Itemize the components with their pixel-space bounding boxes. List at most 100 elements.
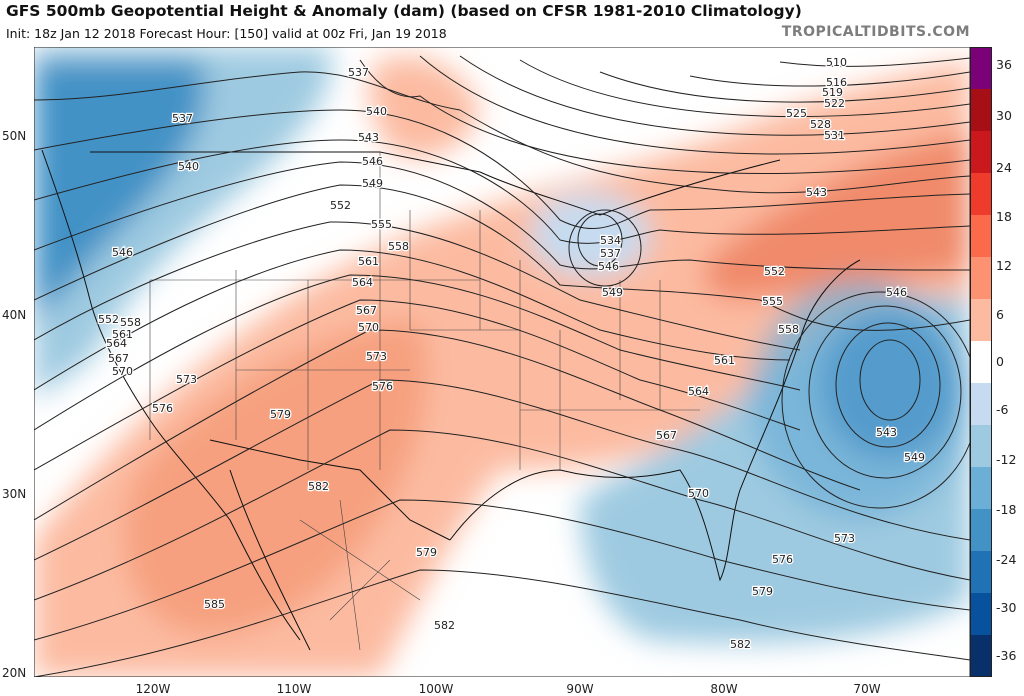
contour-label: 552	[764, 265, 785, 278]
contour-label: 549	[362, 177, 383, 190]
lat-label-50n: 50N	[2, 129, 27, 143]
cool-anomaly-west-core	[34, 60, 206, 320]
contour-label: 585	[204, 598, 225, 611]
anomaly-colorbar	[970, 47, 992, 677]
contour-label: 537	[600, 247, 621, 260]
contour-label: 567	[356, 304, 377, 317]
contour-label: 546	[362, 155, 383, 168]
contour-label: 573	[176, 373, 197, 386]
brand-watermark: TROPICALTIDBITS.COM	[781, 24, 970, 40]
colorbar-tick-label: 18	[996, 209, 1012, 224]
contour-label: 561	[714, 354, 735, 367]
contour-label: 555	[762, 295, 783, 308]
cool-anomaly-lakes	[530, 193, 650, 277]
contour-label: 564	[352, 276, 373, 289]
colorbar-tick-label: 12	[996, 258, 1012, 273]
colorbar-swatch	[970, 509, 992, 552]
colorbar-tick-label: 30	[996, 108, 1012, 123]
contour-label: 564	[106, 337, 127, 350]
contour-label: 543	[358, 131, 379, 144]
canada-us-border	[90, 151, 781, 216]
contour-label: 525	[786, 107, 807, 120]
contour-label: 531	[824, 129, 845, 142]
colorbar-swatch	[970, 215, 992, 258]
mexico-us-border	[209, 439, 451, 541]
height-contours	[34, 55, 970, 677]
contour-label: 516	[826, 76, 847, 89]
lon-label-100w: 100W	[418, 682, 454, 696]
contour-label: 558	[778, 323, 799, 336]
contour-label: 528	[810, 118, 831, 131]
lon-label-70w: 70W	[853, 682, 881, 696]
contour-label: 546	[886, 286, 907, 299]
contour-label: 579	[270, 408, 291, 421]
contour-label: 561	[112, 328, 133, 341]
warm-anomaly-north	[369, 56, 480, 158]
contour-labels: 5105165195225255285315345375375375405405…	[97, 55, 927, 653]
contour-label: 537	[348, 66, 369, 79]
warm-anomaly-core-ne	[702, 130, 970, 300]
contour-label: 510	[826, 56, 847, 69]
contour-label: 558	[388, 240, 409, 253]
colorbar-tick-label: 6	[996, 307, 1004, 322]
contour-label: 519	[822, 86, 843, 99]
contour-label: 576	[372, 380, 393, 393]
contour-label: 573	[834, 532, 855, 545]
contour-label: 567	[108, 352, 129, 365]
height-anomaly-map: 5105165195225255285315345375375375405405…	[34, 47, 970, 677]
contour-label: 564	[688, 385, 709, 398]
colorbar-swatch	[970, 131, 992, 174]
contour-label: 549	[602, 286, 623, 299]
colorbar-swatch	[970, 89, 992, 132]
contour-label: 567	[656, 429, 677, 442]
contour-label: 561	[358, 255, 379, 268]
colorbar-swatch	[970, 299, 992, 342]
contour-label: 549	[904, 451, 925, 464]
colorbar-swatch	[970, 551, 992, 594]
contour-label: 537	[172, 112, 193, 125]
contour-label: 552	[330, 199, 351, 212]
contour-label: 573	[366, 350, 387, 363]
colorbar-swatch	[970, 635, 992, 677]
colorbar-swatch	[970, 383, 992, 426]
contour-label: 576	[772, 553, 793, 566]
lat-label-20n: 20N	[2, 666, 27, 680]
colorbar-tick-label: -30	[996, 600, 1017, 615]
lon-label-120w: 120W	[135, 682, 171, 696]
colorbar-tick-label: -36	[996, 648, 1017, 663]
cool-anomaly-atlantic-mid	[750, 280, 970, 520]
colorbar-border	[970, 47, 992, 677]
warm-anomaly-core-sw	[123, 320, 428, 635]
contour-label: 558	[120, 316, 141, 329]
contour-label: 579	[416, 546, 437, 559]
colorbar-tick-label: -24	[996, 552, 1017, 567]
contour-label: 579	[752, 585, 773, 598]
map-subtitle: Init: 18z Jan 12 2018 Forecast Hour: [15…	[6, 26, 447, 41]
lon-label-90w: 90W	[566, 682, 594, 696]
colorbar-tick-label: -6	[996, 402, 1009, 417]
colorbar-swatch	[970, 257, 992, 300]
contour-label: 522	[824, 97, 845, 110]
contour-label: 546	[112, 246, 133, 259]
lon-label-110w: 110W	[276, 682, 312, 696]
contour-label: 540	[178, 160, 199, 173]
map-title: GFS 500mb Geopotential Height & Anomaly …	[6, 2, 802, 20]
contour-label: 552	[98, 313, 119, 326]
colorbar-tick-label: -12	[996, 452, 1017, 467]
contour-label: 576	[152, 402, 173, 415]
lat-label-30n: 30N	[2, 487, 27, 501]
colorbar-tick-label: 0	[996, 354, 1004, 369]
colorbar-tick-label: 36	[996, 57, 1012, 72]
colorbar-swatch	[970, 341, 992, 384]
state-lines	[149, 152, 700, 470]
contour-label: 570	[112, 365, 133, 378]
colorbar-swatch	[970, 467, 992, 510]
colorbar-tick-label: -18	[996, 502, 1017, 517]
contour-label: 582	[730, 638, 751, 651]
colorbar-swatch	[970, 425, 992, 468]
contour-label: 582	[308, 480, 329, 493]
contour-label: 570	[358, 321, 379, 334]
contour-label: 570	[688, 487, 709, 500]
lon-label-80w: 80W	[710, 682, 738, 696]
baja-california	[229, 469, 311, 651]
